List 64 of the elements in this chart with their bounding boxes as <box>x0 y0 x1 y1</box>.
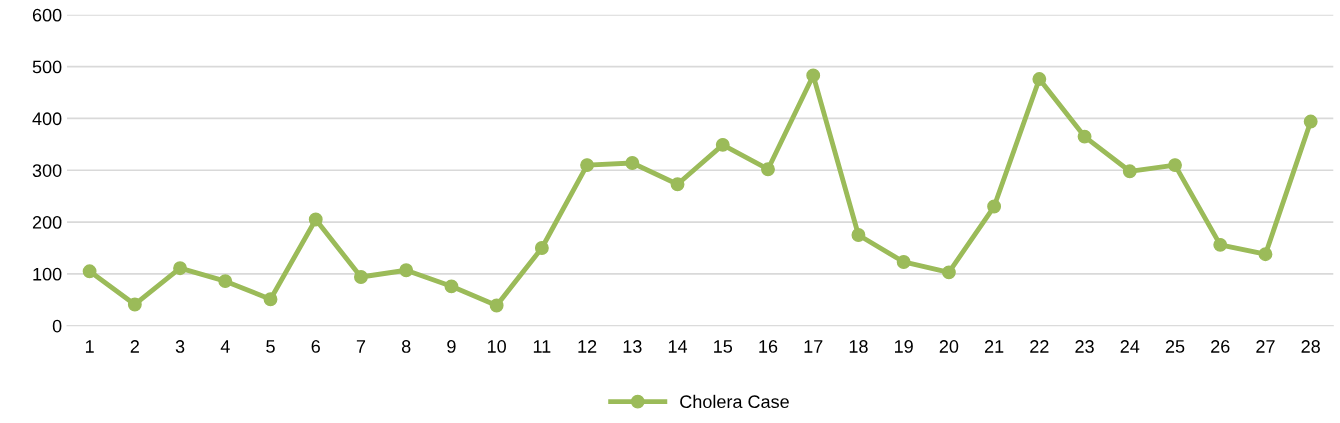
point <box>896 255 911 269</box>
x-tick-label: 8 <box>401 340 411 353</box>
x-tick-label: 24 <box>1120 340 1140 353</box>
x-tick-label: 19 <box>895 340 913 353</box>
point <box>173 261 188 276</box>
point <box>761 162 775 177</box>
point <box>534 241 549 255</box>
point <box>354 270 368 284</box>
y-tick-label: 500 <box>32 60 62 74</box>
x-tick-label: 10 <box>487 340 506 353</box>
x-tick-label: 3 <box>175 340 185 353</box>
x-tick-label: 4 <box>220 340 230 353</box>
point <box>1122 164 1137 179</box>
point <box>715 137 730 152</box>
x-tick-label: 17 <box>804 340 823 353</box>
point <box>806 68 821 83</box>
point <box>263 292 278 307</box>
y-tick-label: 0 <box>52 319 62 333</box>
y-tick-label: 400 <box>32 112 62 126</box>
point <box>489 298 504 313</box>
x-tick-label: 15 <box>714 340 733 353</box>
point <box>625 156 640 170</box>
point <box>1213 237 1228 252</box>
x-tick-label: 27 <box>1256 340 1275 353</box>
point <box>218 274 233 289</box>
x-tick-label: 21 <box>984 340 1004 353</box>
x-tick-label: 9 <box>447 340 456 353</box>
x-tick-label: 12 <box>578 340 597 353</box>
point <box>987 199 1002 214</box>
y-tick-label: 300 <box>32 164 62 177</box>
point <box>580 158 595 173</box>
x-tick-label: 28 <box>1301 340 1320 353</box>
point <box>1258 247 1273 262</box>
x-tick-label: 23 <box>1075 340 1094 353</box>
x-tick-label: 13 <box>623 340 642 353</box>
point <box>1077 129 1092 144</box>
y-tick-label: 600 <box>32 8 62 22</box>
point <box>127 297 142 312</box>
point <box>670 177 685 192</box>
x-tick-label: 5 <box>266 340 275 353</box>
point <box>1168 158 1182 173</box>
x-tick-label: 20 <box>939 340 959 353</box>
x-tick-label: 7 <box>356 340 366 353</box>
x-tick-label: 16 <box>759 340 778 353</box>
point <box>941 265 956 280</box>
point <box>399 263 414 278</box>
x-tick-label: 14 <box>668 340 688 353</box>
point <box>308 212 323 227</box>
x-tick-label: 2 <box>130 340 139 353</box>
point <box>1303 114 1318 129</box>
x-tick-label: 26 <box>1211 340 1230 353</box>
x-tick-label: 22 <box>1030 340 1049 353</box>
x-tick-label: 25 <box>1165 340 1185 353</box>
x-tick-label: 1 <box>85 340 94 353</box>
x-tick-label: 18 <box>849 340 868 353</box>
y-tick-label: 100 <box>33 267 62 281</box>
point <box>444 279 459 294</box>
point <box>1032 72 1047 87</box>
x-tick-label: 11 <box>533 340 551 353</box>
point <box>851 228 866 242</box>
y-tick-label: 200 <box>32 216 62 229</box>
x-tick-label: 6 <box>311 340 320 353</box>
point <box>82 264 97 279</box>
legend-label: Cholera Case <box>680 394 789 409</box>
